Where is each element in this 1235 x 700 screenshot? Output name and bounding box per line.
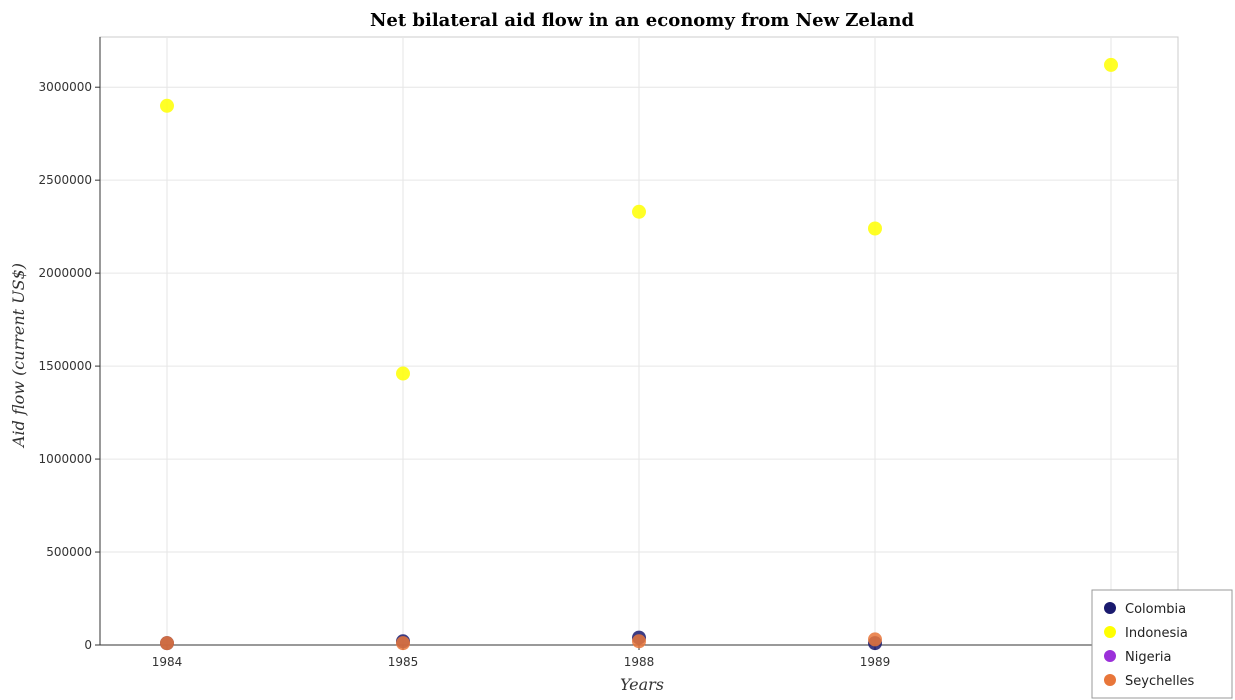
- data-point: [632, 634, 646, 649]
- data-point: [1104, 57, 1118, 72]
- y-tick-label: 1500000: [39, 359, 92, 373]
- legend-label: Indonesia: [1125, 626, 1188, 641]
- data-point: [632, 204, 646, 219]
- y-axis-label: Aid flow (current US$): [9, 263, 28, 449]
- data-point: [396, 636, 410, 651]
- data-point: [868, 632, 882, 647]
- legend-label: Seychelles: [1125, 674, 1195, 689]
- x-tick-label: 1988: [624, 655, 655, 669]
- legend-label: Colombia: [1125, 602, 1186, 617]
- legend-marker: [1104, 674, 1116, 686]
- x-tick-label: 1985: [388, 655, 419, 669]
- y-tick-label: 2500000: [39, 173, 92, 187]
- data-point: [160, 98, 174, 113]
- y-tick-label: 0: [84, 638, 92, 652]
- legend-marker: [1104, 626, 1116, 638]
- legend-marker: [1104, 650, 1116, 662]
- y-tick-label: 2000000: [39, 266, 92, 280]
- x-tick-label: 1984: [152, 655, 183, 669]
- legend-marker: [1104, 602, 1116, 614]
- y-tick-label: 3000000: [39, 80, 92, 94]
- plot-area: 0 500000 1000000 1500000 2000000 2500000 30000…: [39, 36, 1179, 669]
- data-point: [868, 221, 882, 236]
- legend-label: Nigeria: [1125, 650, 1172, 665]
- x-tick-label: 1989: [860, 655, 891, 669]
- x-axis-label: Years: [620, 675, 664, 694]
- y-tick-label: 1000000: [39, 452, 92, 466]
- chart-title: Net bilateral aid flow in an economy fro…: [370, 10, 915, 31]
- data-point: [396, 366, 410, 381]
- legend: Colombia Indonesia Nigeria Seychelles: [1091, 589, 1233, 699]
- y-tick-label: 500000: [46, 545, 92, 559]
- data-point: [160, 636, 174, 651]
